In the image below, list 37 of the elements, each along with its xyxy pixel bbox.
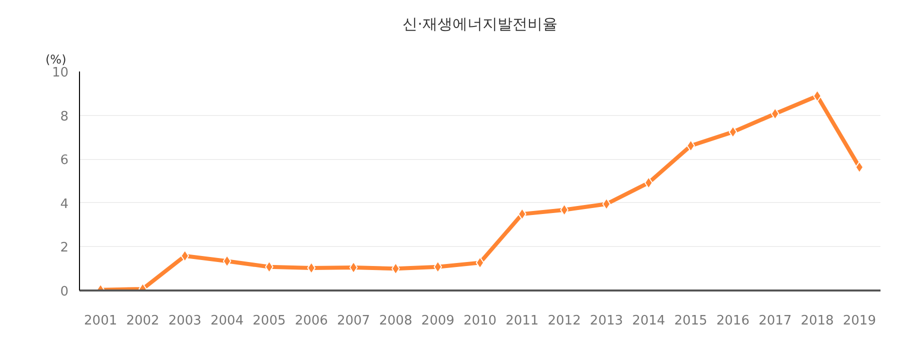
point [855,161,864,174]
x-tick-label: 2014 [632,314,666,328]
y-tick-label: 6 [60,153,69,168]
x-tick-label: 2015 [674,314,708,328]
x-tick-label: 2013 [590,314,624,328]
point [307,262,316,274]
point [222,255,232,268]
x-tick-label: 2019 [842,314,876,328]
point [434,260,442,273]
x-tick-label: 2011 [506,314,539,328]
x-tick-label: 2007 [336,314,370,328]
x-tick-label: 2004 [210,314,244,328]
point [602,198,611,210]
x-tick-label: 2006 [294,314,328,328]
x-tick-label: 2018 [800,314,834,328]
y-tick-label: 0 [60,284,69,300]
y-tick-label: 4 [60,196,69,212]
x-tick-label: 2002 [126,314,160,328]
x-tick-label: 2008 [379,314,412,328]
x-tick-label: 2017 [758,314,792,328]
x-tick-label: 2005 [252,314,286,328]
point [770,108,780,120]
point [476,256,484,269]
x-tick-label: 2003 [168,314,202,328]
x-tick-label: 2012 [548,314,581,328]
x-tick-label: 2009 [421,314,454,328]
x-tick-label: 2016 [716,314,750,328]
x-tick-label: 2001 [84,314,118,328]
x-tick-label: 2010 [463,314,497,328]
y-tick-label: 2 [60,240,69,256]
point [518,208,526,220]
chart-title: 신·재생에너지발전비율 [402,15,558,33]
point [349,262,358,274]
y-axis-title: (%) [46,52,66,66]
y-tick-label: 10 [52,66,69,80]
point [644,176,653,189]
y-tick-label: 8 [60,109,69,124]
